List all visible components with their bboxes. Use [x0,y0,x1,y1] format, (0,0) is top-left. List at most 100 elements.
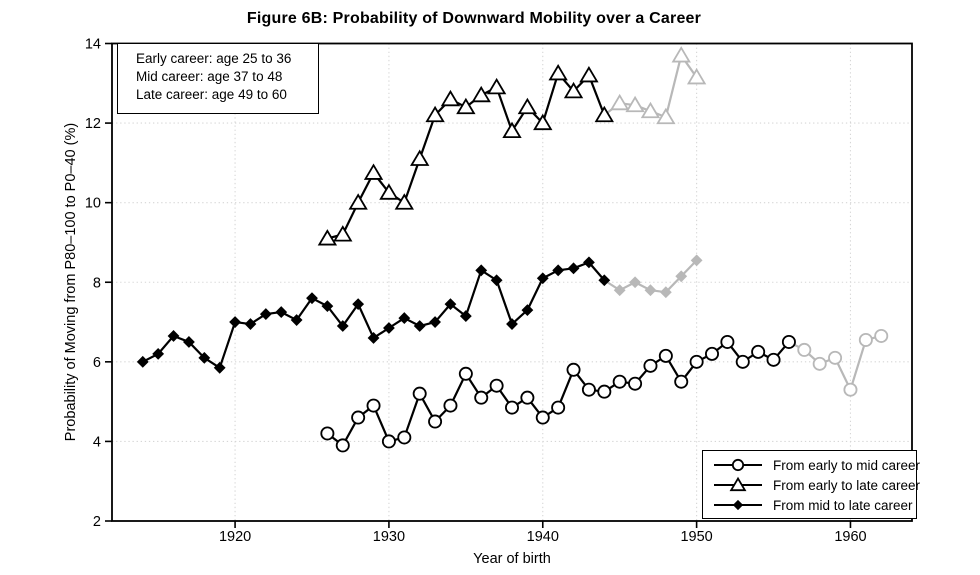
circle-open-marker [474,390,489,405]
circle-open-marker [428,414,443,429]
series-from-early-to-late-career [317,46,707,246]
circle-open-marker [858,332,873,347]
diamond-filled-marker [690,254,703,267]
circle-open-marker [781,334,796,349]
diamond-filled-marker [259,308,272,320]
circle-open-icon-glyph [731,458,745,472]
triangle-open-marker [456,97,476,115]
diamond-filled-marker [613,284,626,297]
diamond-filled-icon-glyph [732,499,744,511]
circle-open-marker [320,426,335,441]
y-tick-label: 4 [93,434,101,450]
annotation-line-mid-career: Mid career: age 37 to 48 [136,69,283,84]
series-segment [849,338,867,391]
circle-open-marker [443,398,458,413]
diamond-filled-marker [521,304,534,317]
diamond-filled-marker [383,322,395,334]
diamond-filled-marker [198,351,211,364]
circle-open-icon [714,458,762,472]
circle-open-marker [520,390,535,405]
triangle-open-marker [517,97,538,115]
series-segment [218,320,237,369]
x-tick-label: 1930 [373,529,405,545]
triangle-open-marker [394,193,414,210]
circle-open-marker [828,350,843,365]
circle-open-marker [351,410,366,425]
circle-open-marker [366,398,381,413]
diamond-filled-marker [183,336,195,348]
series-segment [403,392,421,439]
circle-open-marker [705,346,720,361]
circle-open-marker [535,410,550,425]
circle-open-marker [397,430,412,445]
diamond-filled-marker [675,270,688,283]
triangle-open-icon [714,476,762,492]
diamond-filled-marker [167,330,180,342]
triangle-open-marker [471,85,491,103]
y-tick-label: 8 [93,275,101,291]
y-axis-title: Probability of Moving from P80–100 to P0… [63,122,79,442]
y-tick-label: 10 [85,196,101,212]
diamond-filled-marker [644,284,657,297]
series-from-mid-to-late-career [136,254,703,374]
legend-item: From early to late career [712,475,920,495]
triangle-open-marker [640,101,661,119]
circle-open-marker [628,376,643,391]
diamond-filled-marker [490,274,503,287]
circle-open-marker [489,378,504,393]
triangle-open-marker [425,105,445,123]
diamond-filled-marker [275,306,288,319]
diamond-filled-marker [367,332,380,344]
circle-open-marker [643,358,658,373]
triangle-open-marker [625,95,645,113]
y-axis: 2 4 6 8 10 12 14 [85,37,112,530]
y-tick-label: 2 [93,514,101,530]
triangle-open-marker [317,229,338,246]
circle-open-marker [874,328,889,343]
circle-open-marker [412,386,427,401]
diamond-filled-marker [413,320,426,332]
diamond-filled-marker [659,286,672,299]
series-segment [495,86,514,133]
triangle-open-marker [333,225,353,242]
circle-open-marker [751,344,766,359]
series-segment [418,114,437,160]
x-tick-label: 1940 [527,529,559,545]
circle-open-marker [735,354,750,369]
diamond-filled-marker [213,361,226,374]
triangle-open-marker [440,89,461,107]
diamond-filled-marker [352,298,365,311]
diamond-filled-marker [598,274,611,287]
diamond-filled-marker [506,318,518,330]
series-segment [403,157,421,204]
diamond-filled-marker [290,314,303,326]
diamond-filled-marker [136,355,149,368]
diamond-filled-marker [306,292,318,305]
circle-open-marker [597,384,612,399]
circle-open-marker [612,374,627,389]
annotation-line-early-career: Early career: age 25 to 36 [136,51,292,66]
circle-open-marker [658,348,673,363]
career-definitions-box: Early career: age 25 to 36 Mid career: a… [117,43,319,114]
annotation-line-late-career: Late career: age 49 to 60 [136,87,287,102]
circle-open-marker [689,354,704,369]
legend-item-label: From mid to late career [773,497,913,513]
triangle-open-marker [533,113,553,131]
triangle-open-marker [486,77,507,95]
triangle-open-marker [363,163,384,180]
x-tick-label: 1960 [834,529,866,545]
x-axis: 1920 1930 1940 1950 1960 [219,521,867,545]
diamond-filled-marker [321,300,334,313]
triangle-open-icon-glyph [729,476,747,492]
triangle-open-marker [610,93,630,111]
circle-open-marker [381,434,396,449]
diamond-filled-marker [152,347,165,360]
x-tick-label: 1920 [219,529,251,545]
diamond-filled-marker [567,262,580,275]
triangle-open-marker [563,81,584,99]
diamond-filled-icon [714,499,762,511]
circle-open-marker [551,400,566,415]
diamond-filled-marker [583,256,595,269]
circle-open-marker [766,352,781,367]
